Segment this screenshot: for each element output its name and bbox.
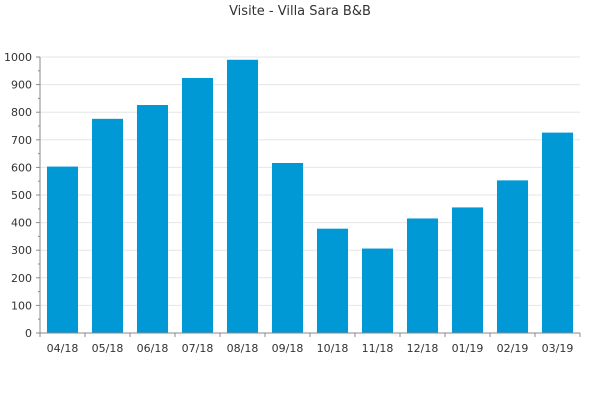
bar-04-18: [46, 166, 79, 333]
x-tick-label: 01/19: [452, 342, 484, 355]
bar-12-18: [406, 218, 439, 333]
y-tick-label: 200: [11, 272, 32, 285]
x-tick-label: 11/18: [362, 342, 394, 355]
bar-05-18: [91, 118, 124, 333]
bar-02-19: [496, 180, 529, 333]
y-tick-label: 800: [11, 106, 32, 119]
bar-01-19: [451, 207, 484, 333]
x-tick-label: 04/18: [47, 342, 79, 355]
bar-08-18: [226, 59, 259, 333]
bar-06-18: [136, 105, 169, 333]
y-tick-label: 900: [11, 79, 32, 92]
bar-03-19: [541, 132, 574, 333]
x-tick-label: 07/18: [182, 342, 214, 355]
y-tick-label: 700: [11, 134, 32, 147]
x-tick-label: 05/18: [92, 342, 124, 355]
x-tick-label: 09/18: [272, 342, 304, 355]
bar-10-18: [316, 228, 349, 333]
y-tick-label: 300: [11, 244, 32, 257]
x-tick-label: 03/19: [542, 342, 574, 355]
x-tick-label: 12/18: [407, 342, 439, 355]
x-tick-label: 10/18: [317, 342, 349, 355]
y-tick-label: 100: [11, 299, 32, 312]
y-tick-label: 0: [25, 327, 32, 340]
x-tick-label: 06/18: [137, 342, 169, 355]
y-tick-labels: 0 100 200 300 400 500 600 700 800 900 1000: [4, 51, 32, 340]
bar-07-18: [181, 77, 214, 333]
y-tick-label: 400: [11, 217, 32, 230]
x-tick-label: 08/18: [227, 342, 259, 355]
bars: [46, 59, 574, 333]
bar-09-18: [271, 162, 304, 333]
x-tick-label: 02/19: [497, 342, 529, 355]
grid-lines: [40, 56, 580, 306]
axes: [36, 56, 581, 337]
x-tick-labels: 04/18 05/18 06/18 07/18 08/18 09/18 10/18 11/18…: [47, 342, 574, 355]
bar-11-18: [361, 248, 394, 333]
y-tick-label: 600: [11, 161, 32, 174]
y-tick-label: 1000: [4, 51, 32, 64]
chart-title: Visite - Villa Sara B&B: [229, 4, 371, 19]
y-tick-label: 500: [11, 189, 32, 202]
